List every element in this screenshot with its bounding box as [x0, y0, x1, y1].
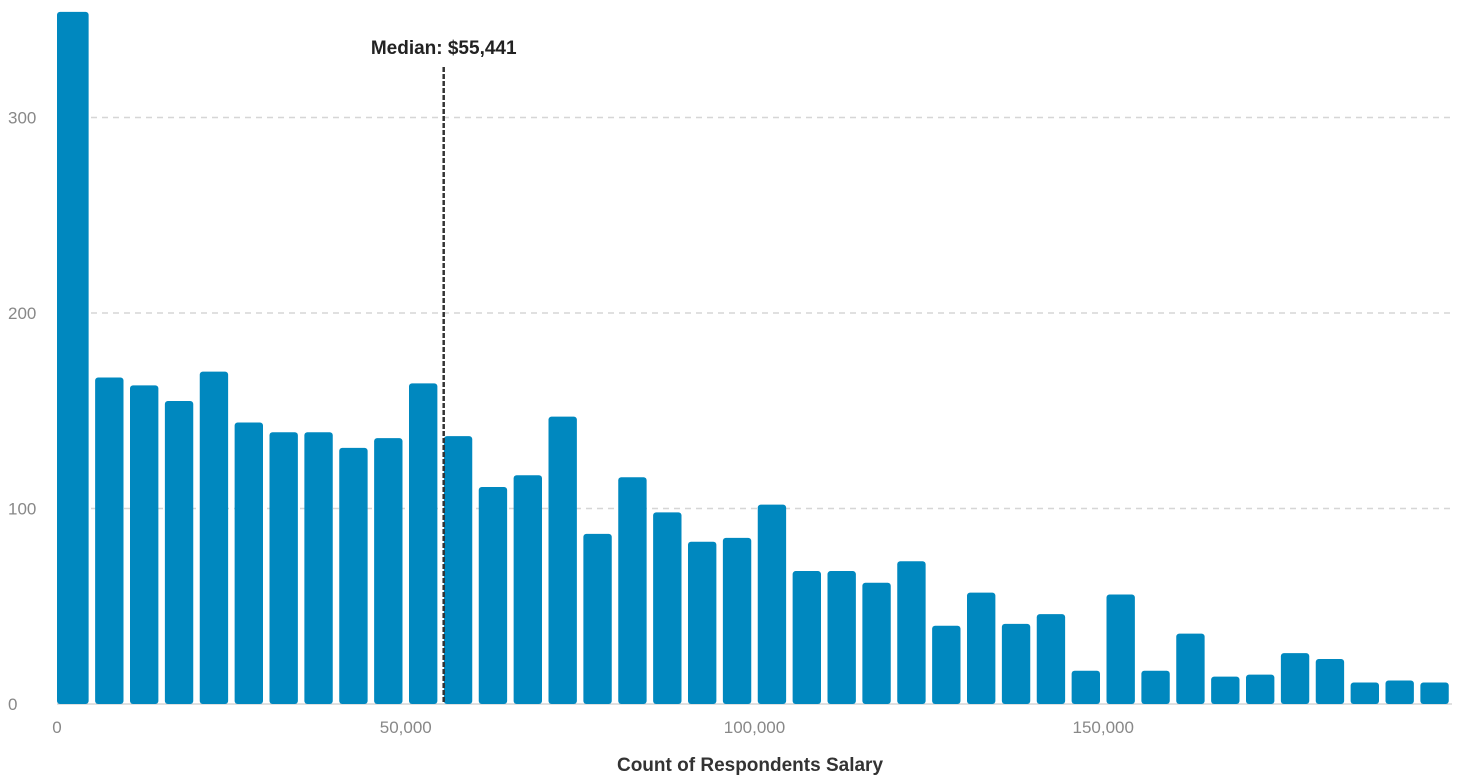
- bar-105000: [792, 571, 821, 704]
- median-label: Median: $55,441: [371, 38, 517, 59]
- y-tick-label: 100: [8, 500, 36, 519]
- bar-185000: [1350, 682, 1379, 704]
- bar-55000: [443, 436, 473, 704]
- median-marker: Median: $55,441: [371, 38, 517, 704]
- gridlines: [57, 116, 1452, 705]
- bar-70000: [548, 416, 577, 704]
- x-tick-label: 50,000: [380, 718, 432, 737]
- bar-155000: [1141, 670, 1170, 704]
- x-axis-title: Count of Respondents Salary: [617, 755, 883, 776]
- bar-50000: [409, 383, 438, 704]
- bar-75000: [583, 533, 612, 704]
- bar-170000: [1246, 674, 1275, 704]
- bar-175000: [1280, 653, 1310, 704]
- bar-40000: [339, 447, 368, 704]
- y-tick-label: 200: [8, 304, 36, 323]
- bar-0: [57, 11, 89, 705]
- bar-160000: [1176, 633, 1205, 704]
- bar-15000: [164, 400, 194, 704]
- bar-190000: [1385, 680, 1414, 704]
- bar-150000: [1106, 594, 1135, 704]
- bar-35000: [304, 432, 333, 704]
- x-tick-label: 150,000: [1073, 718, 1134, 737]
- bar-10000: [130, 385, 159, 704]
- bar-90000: [688, 541, 717, 704]
- bar-80000: [618, 477, 647, 704]
- bar-140000: [1036, 614, 1066, 704]
- bar-130000: [967, 592, 996, 704]
- x-tick-label: 100,000: [724, 718, 785, 737]
- bar-5000: [95, 377, 124, 704]
- bars: [57, 11, 1449, 705]
- y-tick-label: 300: [8, 109, 36, 128]
- bar-60000: [478, 486, 508, 704]
- bar-25000: [234, 422, 263, 704]
- bar-115000: [862, 582, 891, 704]
- y-tick-label: 0: [8, 695, 17, 714]
- bar-195000: [1420, 682, 1449, 704]
- bar-65000: [513, 475, 542, 704]
- bar-145000: [1071, 670, 1100, 704]
- bar-120000: [897, 561, 926, 704]
- x-tick-label: 0: [52, 718, 61, 737]
- bar-125000: [932, 625, 961, 704]
- y-axis-ticks: 0 100 200 300: [8, 109, 36, 715]
- bar-20000: [199, 371, 229, 704]
- x-axis-ticks: 0 50,000 100,000 150,000: [52, 718, 1134, 737]
- bar-95000: [722, 537, 752, 704]
- bar-165000: [1211, 676, 1240, 704]
- bar-135000: [1001, 623, 1031, 704]
- bar-85000: [653, 512, 682, 704]
- bar-110000: [827, 571, 856, 704]
- bar-45000: [374, 438, 403, 704]
- bar-30000: [269, 432, 298, 704]
- bar-100000: [757, 504, 787, 704]
- bar-180000: [1315, 659, 1345, 704]
